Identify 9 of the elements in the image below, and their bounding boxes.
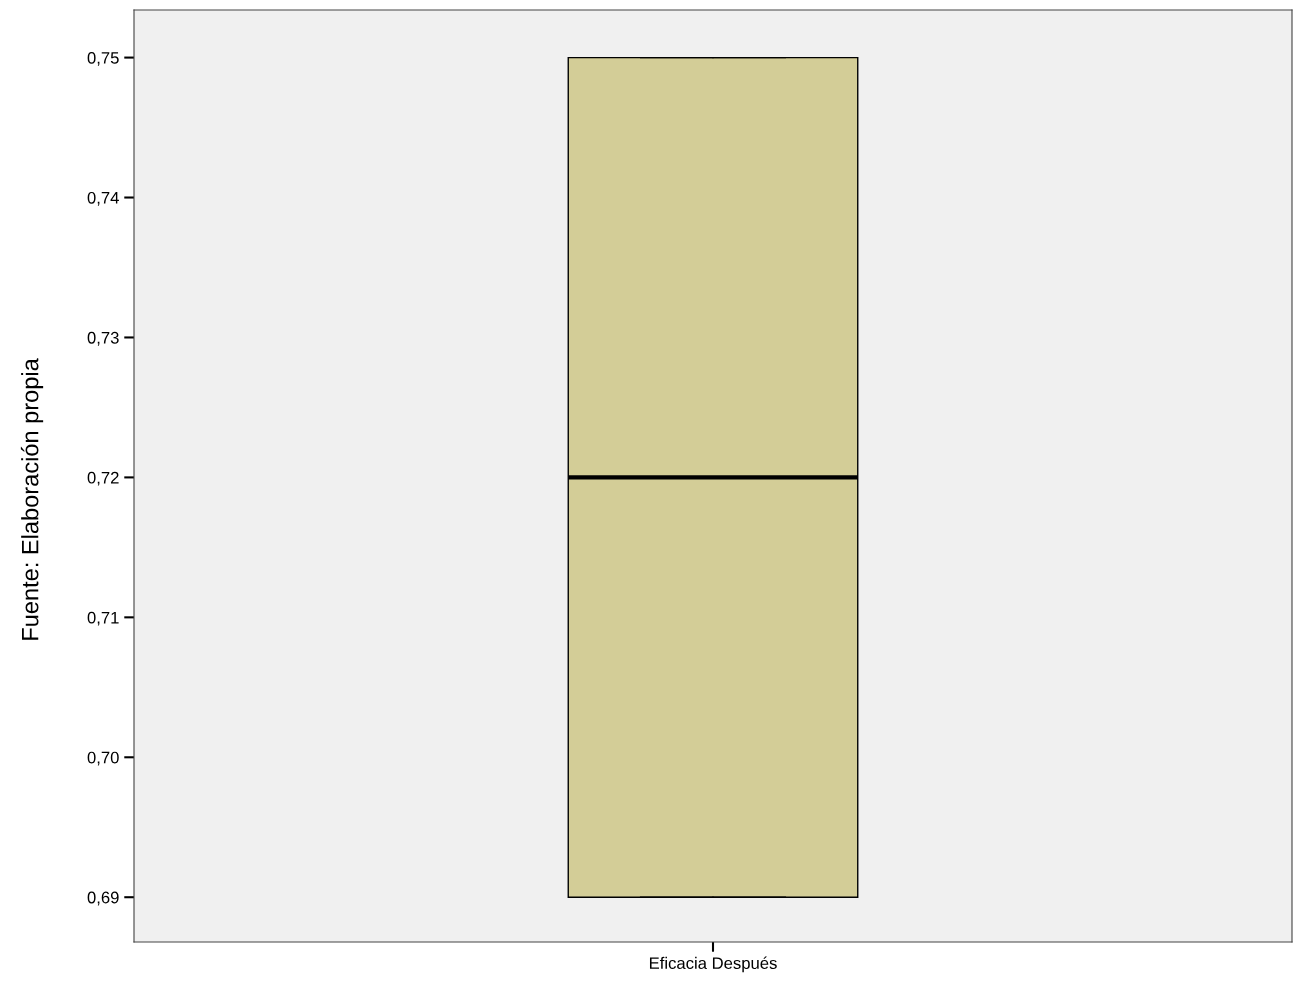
y-tick-label: 0,74 [87, 191, 119, 206]
y-tick-label: 0,69 [87, 891, 119, 906]
y-tick-label: 0,73 [87, 331, 119, 346]
y-tick-label: 0,72 [87, 471, 119, 486]
y-tick-label: 0,70 [87, 751, 119, 766]
source-note: Fuente: Elaboración propia [20, 358, 44, 640]
y-tick-label: 0,75 [87, 51, 119, 66]
x-tick-label: Eficacia Después [649, 956, 777, 973]
y-tick-label: 0,71 [87, 611, 119, 626]
